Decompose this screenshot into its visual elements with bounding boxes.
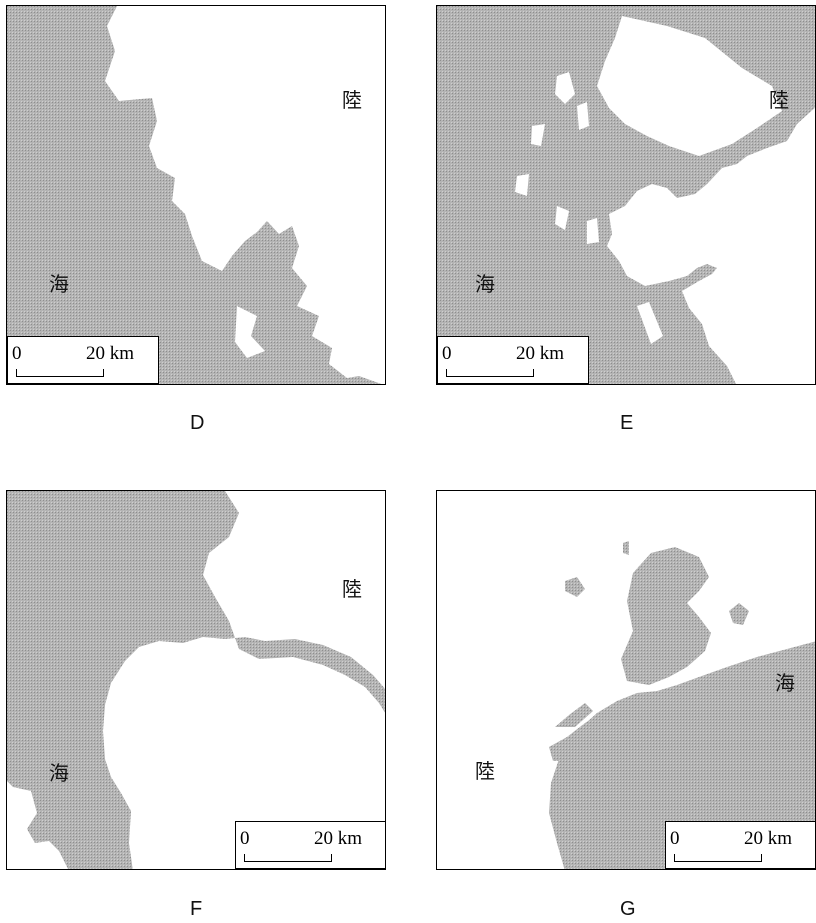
scale-bar: 0 20 km [235,821,385,869]
scale-bar: 0 20 km [665,821,815,869]
map-d-caption: D [190,412,205,434]
map-f: 陸 海 0 20 km [6,490,386,870]
map-d-geography [7,6,382,384]
scale-line [446,369,534,377]
land-label: 陸 [342,577,362,601]
scale-zero: 0 [240,828,250,849]
scale-zero: 0 [12,343,22,364]
scale-distance: 20 km [744,828,793,849]
scale-distance: 20 km [314,828,363,849]
map-g: 陸 海 0 20 km [436,490,816,870]
map-g-caption: G [620,898,636,920]
sea-label: 海 [475,272,495,296]
map-f-geography [7,491,385,869]
land-mass-upper [597,16,782,156]
tidal-channels [549,693,651,761]
inlet [235,306,265,358]
scale-zero: 0 [670,828,680,849]
land-label: 陸 [475,759,495,783]
sea-area [7,6,382,384]
sea-label: 海 [49,761,69,785]
scale-line [16,369,104,377]
sea-area-main [7,491,385,869]
land-label: 陸 [342,88,362,112]
scale-line [244,854,332,862]
map-g-geography [549,541,815,869]
scale-distance: 20 km [86,343,135,364]
map-e-caption: E [620,412,634,434]
sea-area [549,641,815,869]
land-label: 陸 [769,88,789,112]
map-d: 陸 海 0 20 km [6,5,386,385]
scale-zero: 0 [442,343,452,364]
scale-line [674,854,762,862]
map-f-caption: F [190,898,203,920]
bay-inlet [621,547,711,685]
scale-bar: 0 20 km [7,336,159,384]
sea-label: 海 [775,671,795,695]
islands [515,72,777,376]
map-e-geography [437,6,815,384]
sea-label: 海 [49,272,69,296]
map-e: 陸 海 0 20 km [436,5,816,385]
scale-bar: 0 20 km [437,336,589,384]
scale-distance: 20 km [516,343,565,364]
